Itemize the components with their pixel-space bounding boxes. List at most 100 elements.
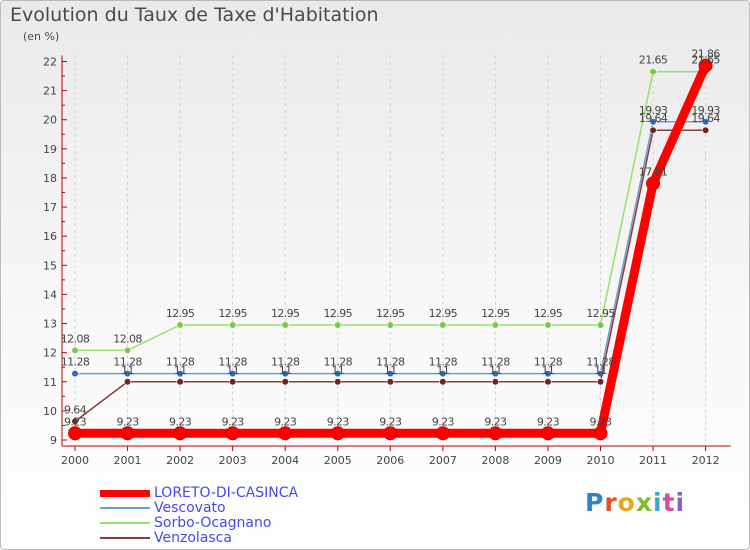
x-tick-label: 2008: [481, 454, 509, 467]
y-tick-label: 16: [43, 230, 57, 243]
logo-letter: t: [662, 488, 676, 517]
x-tick-label: 2000: [61, 454, 89, 467]
data-point-3: [649, 126, 657, 134]
x-tick-label: 2006: [376, 454, 404, 467]
x-tick-label: 2001: [114, 454, 142, 467]
data-point-3: [439, 378, 447, 386]
x-tick-label: 2003: [219, 454, 247, 467]
data-label-3: 11: [594, 364, 607, 377]
data-label-0: 17.81: [639, 165, 668, 178]
data-label-1: 11.28: [534, 356, 563, 369]
data-label-1: 11.28: [113, 356, 142, 369]
data-label-3: 11: [489, 364, 502, 377]
data-label-2: 12.95: [481, 307, 510, 320]
data-point-1: [229, 370, 237, 378]
y-tick-label: 22: [43, 56, 57, 69]
y-tick-label: 10: [43, 405, 57, 418]
data-point-3: [491, 378, 500, 386]
data-point-2: [123, 346, 132, 354]
x-tick-label: 2007: [429, 454, 457, 467]
data-point-0: [68, 426, 82, 441]
data-point-2: [386, 321, 394, 329]
brand-logo: Proxiti: [585, 488, 685, 517]
data-point-0: [383, 426, 398, 441]
data-label-1: 11.28: [324, 356, 353, 369]
data-label-1: 19.93: [691, 104, 720, 117]
legend-swatch-vescovato: [100, 507, 150, 509]
data-label-1: 11.28: [166, 356, 195, 369]
x-tick-label: 2005: [324, 454, 352, 467]
data-label-2: 12.95: [376, 307, 405, 320]
data-point-3: [229, 378, 237, 386]
y-tick-label: 9: [50, 434, 57, 447]
data-label-3: 11: [331, 364, 344, 377]
data-label-2: 12.95: [166, 307, 195, 320]
data-point-0: [330, 426, 345, 441]
y-tick-label: 21: [43, 85, 57, 98]
legend-label-vescovato: Vescovato: [154, 500, 226, 516]
data-label-0: 9.23: [64, 415, 87, 428]
y-tick-label: 11: [43, 376, 57, 389]
data-point-2: [649, 68, 657, 76]
data-label-2: 12.08: [113, 332, 142, 345]
data-label-1: 11.28: [481, 356, 510, 369]
data-point-1: [281, 370, 289, 378]
data-point-2: [491, 321, 500, 329]
chart-title: Evolution du Taux de Taxe d'Habitation: [10, 4, 379, 26]
data-point-3: [386, 378, 394, 386]
data-point-2: [596, 321, 605, 329]
legend-swatch-loreto: [100, 490, 150, 497]
data-point-1: [439, 370, 447, 378]
chart-subtitle: (en %): [23, 30, 60, 43]
data-point-0: [488, 426, 503, 441]
data-point-3: [123, 378, 132, 386]
data-label-2: 12.95: [586, 307, 615, 320]
data-label-2: 12.08: [61, 332, 90, 345]
data-point-0: [540, 426, 555, 441]
data-point-2: [229, 321, 237, 329]
data-label-2: 21.65: [691, 54, 720, 67]
data-point-0: [698, 58, 713, 73]
data-label-1: 11.28: [376, 356, 405, 369]
data-point-3: [596, 378, 605, 386]
data-label-1: 11.28: [586, 356, 615, 369]
legend-label-venzolasca: Venzolasca: [154, 530, 232, 546]
data-label-0: 9.23: [117, 415, 140, 428]
data-label-3: 11: [436, 364, 449, 377]
data-label-2: 12.95: [271, 307, 300, 320]
logo-letter: o: [617, 488, 636, 517]
data-label-0: 9.23: [589, 415, 612, 428]
data-point-0: [225, 426, 240, 441]
data-label-2: 21.65: [639, 54, 668, 67]
data-point-2: [439, 321, 447, 329]
data-label-2: 12.95: [324, 307, 353, 320]
data-point-2: [176, 321, 184, 329]
data-point-2: [281, 321, 289, 329]
data-point-1: [649, 118, 657, 126]
data-label-0: 9.23: [222, 415, 245, 428]
data-label-1: 11.28: [218, 356, 247, 369]
data-label-1: 11.28: [271, 356, 300, 369]
data-label-1: 11.28: [429, 356, 458, 369]
y-tick-label: 18: [43, 172, 57, 185]
data-label-0: 9.23: [327, 415, 350, 428]
data-label-3: 11: [384, 364, 397, 377]
data-label-3: 9.64: [64, 403, 87, 416]
y-tick-label: 19: [43, 143, 57, 156]
y-tick-label: 13: [43, 318, 57, 331]
data-point-0: [435, 426, 450, 441]
data-point-1: [701, 118, 710, 126]
data-label-0: 21.86: [691, 48, 720, 61]
data-label-0: 9.23: [379, 415, 402, 428]
data-point-1: [123, 370, 132, 378]
data-point-3: [71, 417, 79, 425]
x-tick-label: 2004: [271, 454, 299, 467]
x-tick-label: 2010: [587, 454, 615, 467]
data-point-1: [176, 370, 184, 378]
x-tick-label: 2002: [166, 454, 194, 467]
data-label-3: 19.64: [639, 112, 668, 125]
x-tick-label: 2009: [534, 454, 562, 467]
data-label-3: 11: [174, 364, 187, 377]
data-point-0: [173, 426, 188, 441]
data-point-3: [544, 378, 552, 386]
